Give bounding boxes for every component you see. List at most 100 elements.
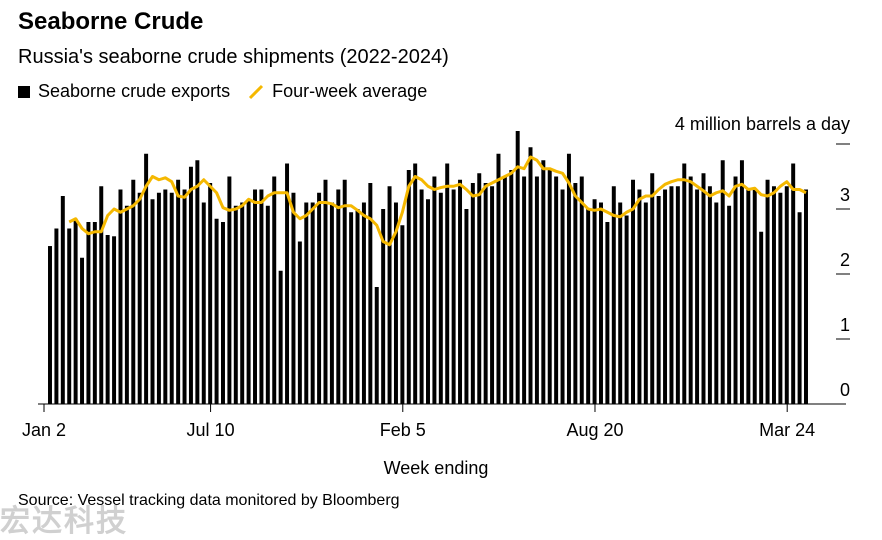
bar-week-62 — [445, 163, 450, 404]
bar-week-108 — [739, 160, 744, 404]
bar-week-16 — [150, 199, 155, 404]
x-axis-ticks: Jan 2 Jul 10 Feb 5 Aug 20 Mar 24 — [22, 404, 815, 440]
bar-week-48 — [355, 209, 360, 404]
bar-week-58 — [419, 189, 424, 404]
bar-week-65 — [464, 209, 469, 404]
legend-label-exports: Seaborne crude exports — [38, 81, 231, 101]
bar-week-60 — [432, 176, 437, 404]
y-tick-label: 2 — [840, 250, 850, 270]
bar-week-1 — [54, 228, 59, 404]
x-tick-label: Aug 20 — [566, 420, 623, 440]
bar-week-78 — [547, 170, 552, 404]
bar-week-30 — [240, 202, 245, 404]
bar-week-83 — [579, 176, 584, 404]
bar-week-41 — [310, 202, 315, 404]
bar-week-10 — [112, 236, 117, 404]
bar-week-79 — [554, 176, 559, 404]
bar-week-7 — [92, 222, 97, 404]
bar-week-97 — [669, 186, 674, 404]
bar-week-92 — [637, 189, 642, 404]
bar-week-31 — [246, 199, 251, 404]
bar-week-85 — [592, 199, 597, 404]
bar-week-99 — [682, 163, 687, 404]
bar-week-116 — [791, 163, 796, 404]
legend-item-exports: Seaborne crude exports — [18, 81, 230, 102]
bar-week-52 — [381, 209, 386, 404]
bar-week-96 — [663, 189, 668, 404]
bar-week-118 — [804, 189, 808, 404]
bar-week-38 — [291, 192, 296, 404]
bar-week-81 — [566, 153, 571, 404]
bar-week-35 — [272, 176, 277, 404]
y-tick-label: 3 — [840, 185, 850, 205]
bar-week-28 — [227, 176, 232, 404]
bar-week-37 — [285, 163, 290, 404]
bar-week-90 — [624, 215, 629, 404]
bar-week-51 — [374, 287, 379, 404]
bar-week-50 — [368, 183, 373, 404]
bar-week-80 — [560, 189, 565, 404]
bar-week-5 — [80, 257, 85, 404]
bar-week-68 — [483, 183, 488, 404]
bar-week-19 — [169, 192, 174, 404]
bar-week-43 — [323, 179, 328, 404]
bar-week-36 — [278, 270, 283, 404]
bar-week-45 — [336, 189, 341, 404]
bar-week-26 — [214, 218, 219, 404]
bar-week-69 — [490, 186, 495, 404]
bar-week-57 — [413, 163, 418, 404]
bar-week-70 — [496, 153, 501, 404]
bar-week-74 — [522, 176, 527, 404]
legend: Seaborne crude exports Four-week average — [18, 81, 445, 102]
bar-week-20 — [176, 179, 181, 404]
bar-week-88 — [611, 186, 616, 404]
bar-week-94 — [650, 173, 655, 404]
bar-week-100 — [688, 176, 693, 404]
bar-week-29 — [233, 205, 238, 404]
x-axis-title: Week ending — [384, 458, 489, 478]
bar-week-101 — [695, 189, 700, 404]
bar-week-15 — [144, 153, 149, 404]
x-tick-label: Jul 10 — [187, 420, 235, 440]
bar-week-86 — [599, 202, 603, 404]
bar-week-93 — [643, 202, 648, 404]
bar-week-106 — [727, 205, 732, 404]
bar-week-32 — [253, 189, 257, 404]
bar-week-91 — [631, 179, 635, 404]
bar-week-103 — [707, 186, 712, 404]
y-unit-label: 4 million barrels a day — [675, 114, 850, 134]
bar-week-61 — [438, 192, 443, 404]
y-tick-label: 1 — [840, 315, 850, 335]
bar-week-115 — [784, 186, 789, 404]
bar-week-39 — [297, 241, 302, 404]
bar-week-84 — [586, 209, 591, 404]
bar-week-23 — [195, 160, 200, 404]
y-tick-label: 0 — [840, 380, 850, 400]
bar-week-87 — [605, 222, 610, 404]
bar-week-56 — [406, 170, 411, 404]
chart-subtitle: Russia's seaborne crude shipments (2022-… — [18, 46, 449, 68]
chart-title: Seaborne Crude — [18, 8, 204, 35]
four-week-average-line — [68, 155, 807, 247]
bar-week-64 — [458, 179, 463, 404]
bar-week-12 — [124, 205, 129, 404]
bar-week-44 — [329, 202, 334, 404]
bar-week-27 — [221, 222, 225, 404]
bar-week-42 — [317, 192, 322, 404]
bar-week-117 — [797, 212, 802, 404]
bar-week-111 — [759, 231, 764, 404]
bar-week-105 — [720, 160, 725, 404]
legend-item-average: Four-week average — [248, 81, 427, 102]
bar-week-33 — [259, 189, 264, 404]
bar-week-47 — [349, 212, 354, 404]
bar-week-25 — [208, 183, 213, 404]
x-tick-label: Mar 24 — [759, 420, 815, 440]
bar-week-82 — [573, 183, 578, 404]
bar-week-104 — [714, 202, 719, 404]
bar-week-8 — [99, 186, 104, 404]
bar-week-4 — [73, 218, 78, 404]
bar-week-109 — [746, 189, 751, 404]
bar-week-34 — [265, 205, 270, 404]
bar-week-110 — [752, 189, 757, 404]
legend-line-swatch — [249, 84, 264, 99]
